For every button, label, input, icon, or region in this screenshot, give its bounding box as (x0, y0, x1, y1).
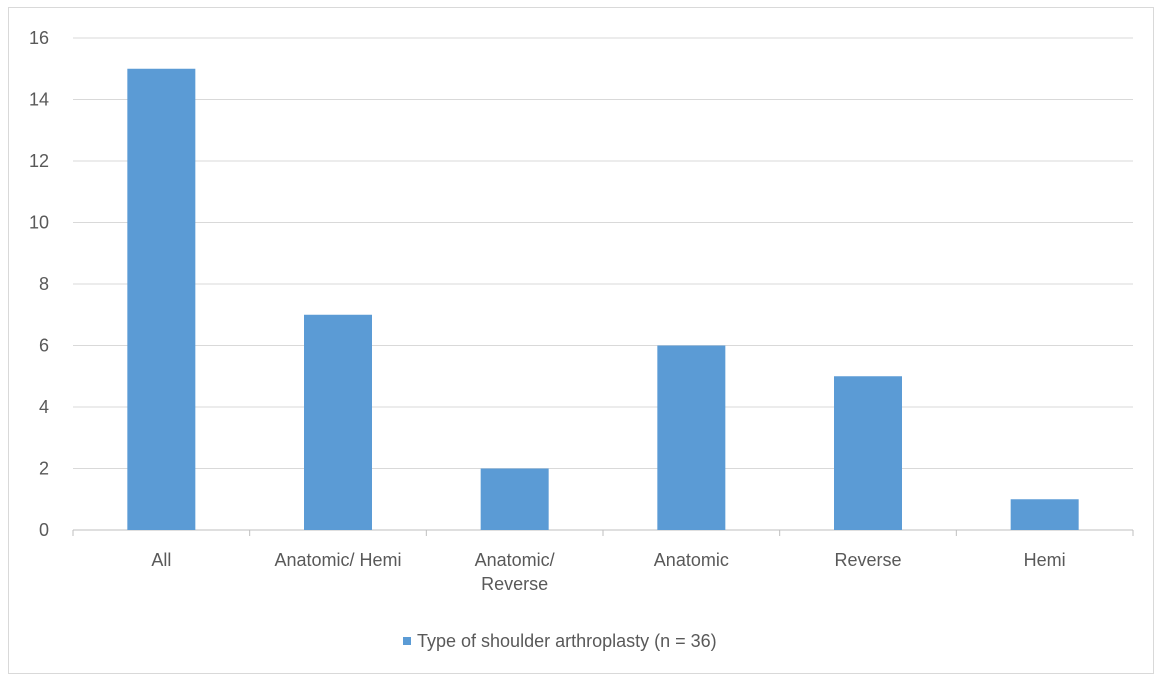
x-tick-label: Anatomic/ (475, 550, 555, 570)
chart-area (8, 7, 1154, 674)
bar (834, 376, 902, 530)
bar (480, 468, 549, 530)
x-tick-label: Hemi (1024, 550, 1066, 570)
y-tick-label: 4 (39, 397, 49, 417)
x-tick-label: All (151, 550, 171, 570)
legend-swatch (403, 637, 411, 645)
y-tick-label: 12 (29, 151, 49, 171)
y-tick-label: 6 (39, 336, 49, 356)
y-tick-label: 14 (29, 90, 49, 110)
x-tick-label: Reverse (481, 574, 548, 594)
x-tick-label: Anatomic/ Hemi (274, 550, 401, 570)
bar (127, 68, 196, 530)
x-tick-label: Anatomic (654, 550, 729, 570)
x-tick-label: Reverse (834, 550, 901, 570)
y-tick-label: 0 (39, 520, 49, 540)
y-tick-label: 2 (39, 459, 49, 479)
bar (304, 314, 372, 530)
y-tick-label: 8 (39, 274, 49, 294)
y-tick-label: 16 (29, 28, 49, 48)
legend-label: Type of shoulder arthroplasty (n = 36) (417, 631, 717, 651)
y-tick-label: 10 (29, 213, 49, 233)
bar (1010, 499, 1079, 530)
bar (657, 345, 726, 530)
